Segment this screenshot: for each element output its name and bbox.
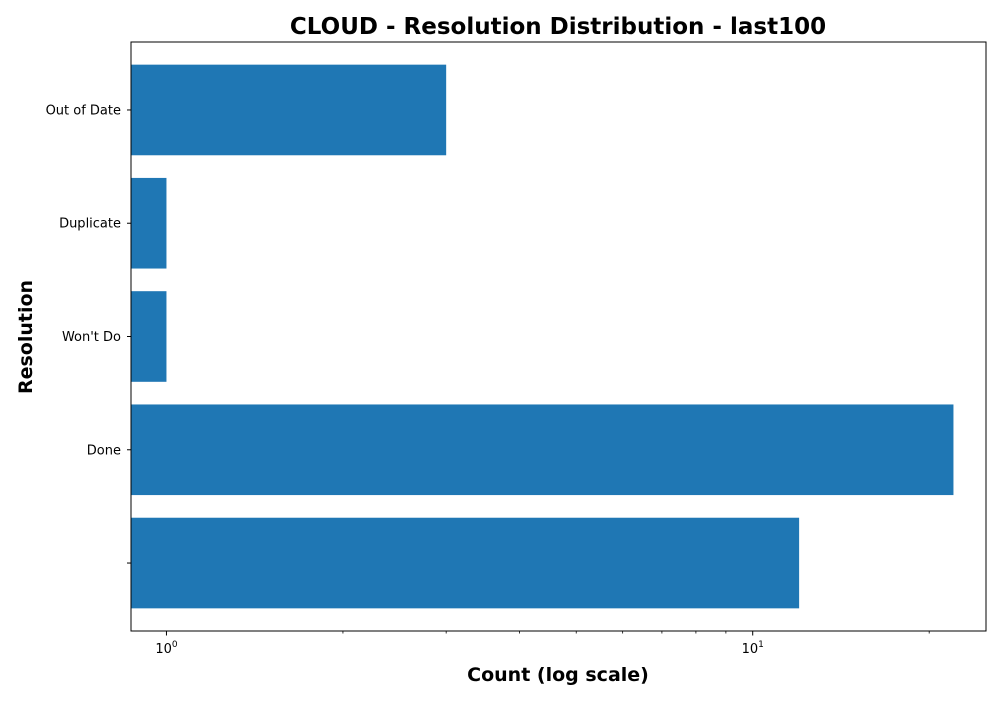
x-tick-label: 101 <box>742 640 764 657</box>
y-axis: Out of Date Duplicate Won't Do Done <box>46 103 131 564</box>
x-tick-label: 100 <box>155 640 178 657</box>
y-tick-label: Out of Date <box>46 103 121 118</box>
x-axis-label: Count (log scale) <box>467 664 649 686</box>
bar <box>131 177 167 269</box>
x-axis: 100 101 <box>155 631 930 657</box>
y-tick-label: Duplicate <box>59 217 121 232</box>
chart-title: CLOUD - Resolution Distribution - last10… <box>290 14 826 40</box>
bar <box>131 291 167 382</box>
y-tick-label: Won't Do <box>62 330 121 345</box>
bar <box>131 64 447 156</box>
y-axis-label: Resolution <box>15 280 37 394</box>
bar <box>131 404 954 496</box>
y-tick-label: Done <box>87 443 121 458</box>
bar <box>131 517 800 609</box>
bars-layer <box>131 64 954 609</box>
